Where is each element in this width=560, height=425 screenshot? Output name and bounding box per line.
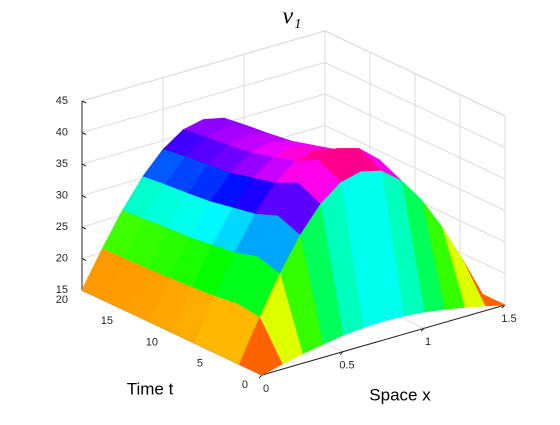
y-tick-label: 20	[56, 294, 68, 306]
y-tick-label: 0	[242, 379, 248, 391]
y-tick-label: 10	[146, 336, 158, 348]
z-tick-label: 35	[56, 158, 68, 170]
x-tick	[258, 374, 263, 379]
grid-line	[324, 30, 506, 117]
x-axis-label: Space x	[369, 385, 431, 404]
grid-line	[324, 93, 506, 180]
y-tick-label: 5	[197, 358, 203, 370]
y-tick-label: 15	[101, 315, 113, 327]
z-tick-label: 15	[56, 284, 68, 296]
x-tick	[339, 351, 344, 356]
x-tick	[501, 304, 506, 309]
grid-line	[324, 62, 506, 148]
x-tick-label: 0.5	[339, 360, 354, 372]
x-tick-label: 1	[425, 336, 431, 348]
grid-line	[81, 30, 326, 102]
z-tick	[81, 100, 87, 104]
x-tick	[420, 327, 425, 332]
z-tick-label: 40	[56, 126, 68, 138]
z-tick	[81, 132, 87, 135]
z-tick-label: 30	[56, 189, 68, 201]
z-tick	[81, 226, 87, 230]
z-tick	[81, 258, 87, 261]
grid-line	[324, 125, 506, 211]
z-tick	[81, 163, 87, 167]
chart-title: v₁	[283, 4, 302, 30]
grid-line	[81, 62, 326, 133]
y-axis-label: Time t	[127, 379, 174, 398]
x-axis	[261, 304, 506, 376]
z-tick-label: 20	[56, 252, 68, 264]
x-tick-label: 0	[263, 383, 269, 395]
x-tick-label: 1.5	[501, 313, 516, 325]
z-tick-label: 25	[56, 221, 68, 233]
z-tick	[81, 195, 87, 198]
z-tick-label: 45	[56, 95, 68, 107]
surface-patch	[238, 316, 283, 376]
